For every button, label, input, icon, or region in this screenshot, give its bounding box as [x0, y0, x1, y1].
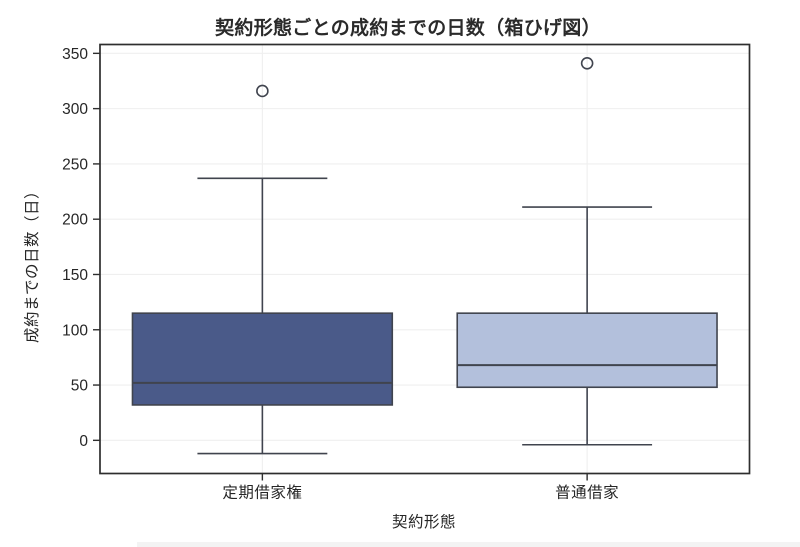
partial-element-below [137, 542, 800, 547]
y-tick-label: 150 [62, 267, 88, 284]
x-tick-label: 定期借家権 [222, 484, 302, 502]
y-tick-label: 250 [62, 156, 88, 173]
y-tick-label: 100 [62, 322, 88, 339]
box-2 [456, 312, 718, 389]
y-tick-label: 350 [62, 46, 88, 63]
outlier-point [580, 56, 594, 70]
y-tick-label: 300 [62, 101, 88, 118]
y-tick-label: 50 [71, 378, 89, 395]
y-tick-label: 200 [62, 212, 88, 229]
x-tick-label: 普通借家 [555, 484, 619, 502]
y-tick-label: 0 [79, 433, 88, 450]
outlier-point [256, 84, 269, 98]
box-1 [131, 312, 394, 406]
plot-frame [99, 43, 751, 475]
x-axis-label: 契約形態 [391, 514, 457, 531]
chart-title: 契約形態ごとの成約までの日数（箱ひげ図） [215, 18, 601, 39]
